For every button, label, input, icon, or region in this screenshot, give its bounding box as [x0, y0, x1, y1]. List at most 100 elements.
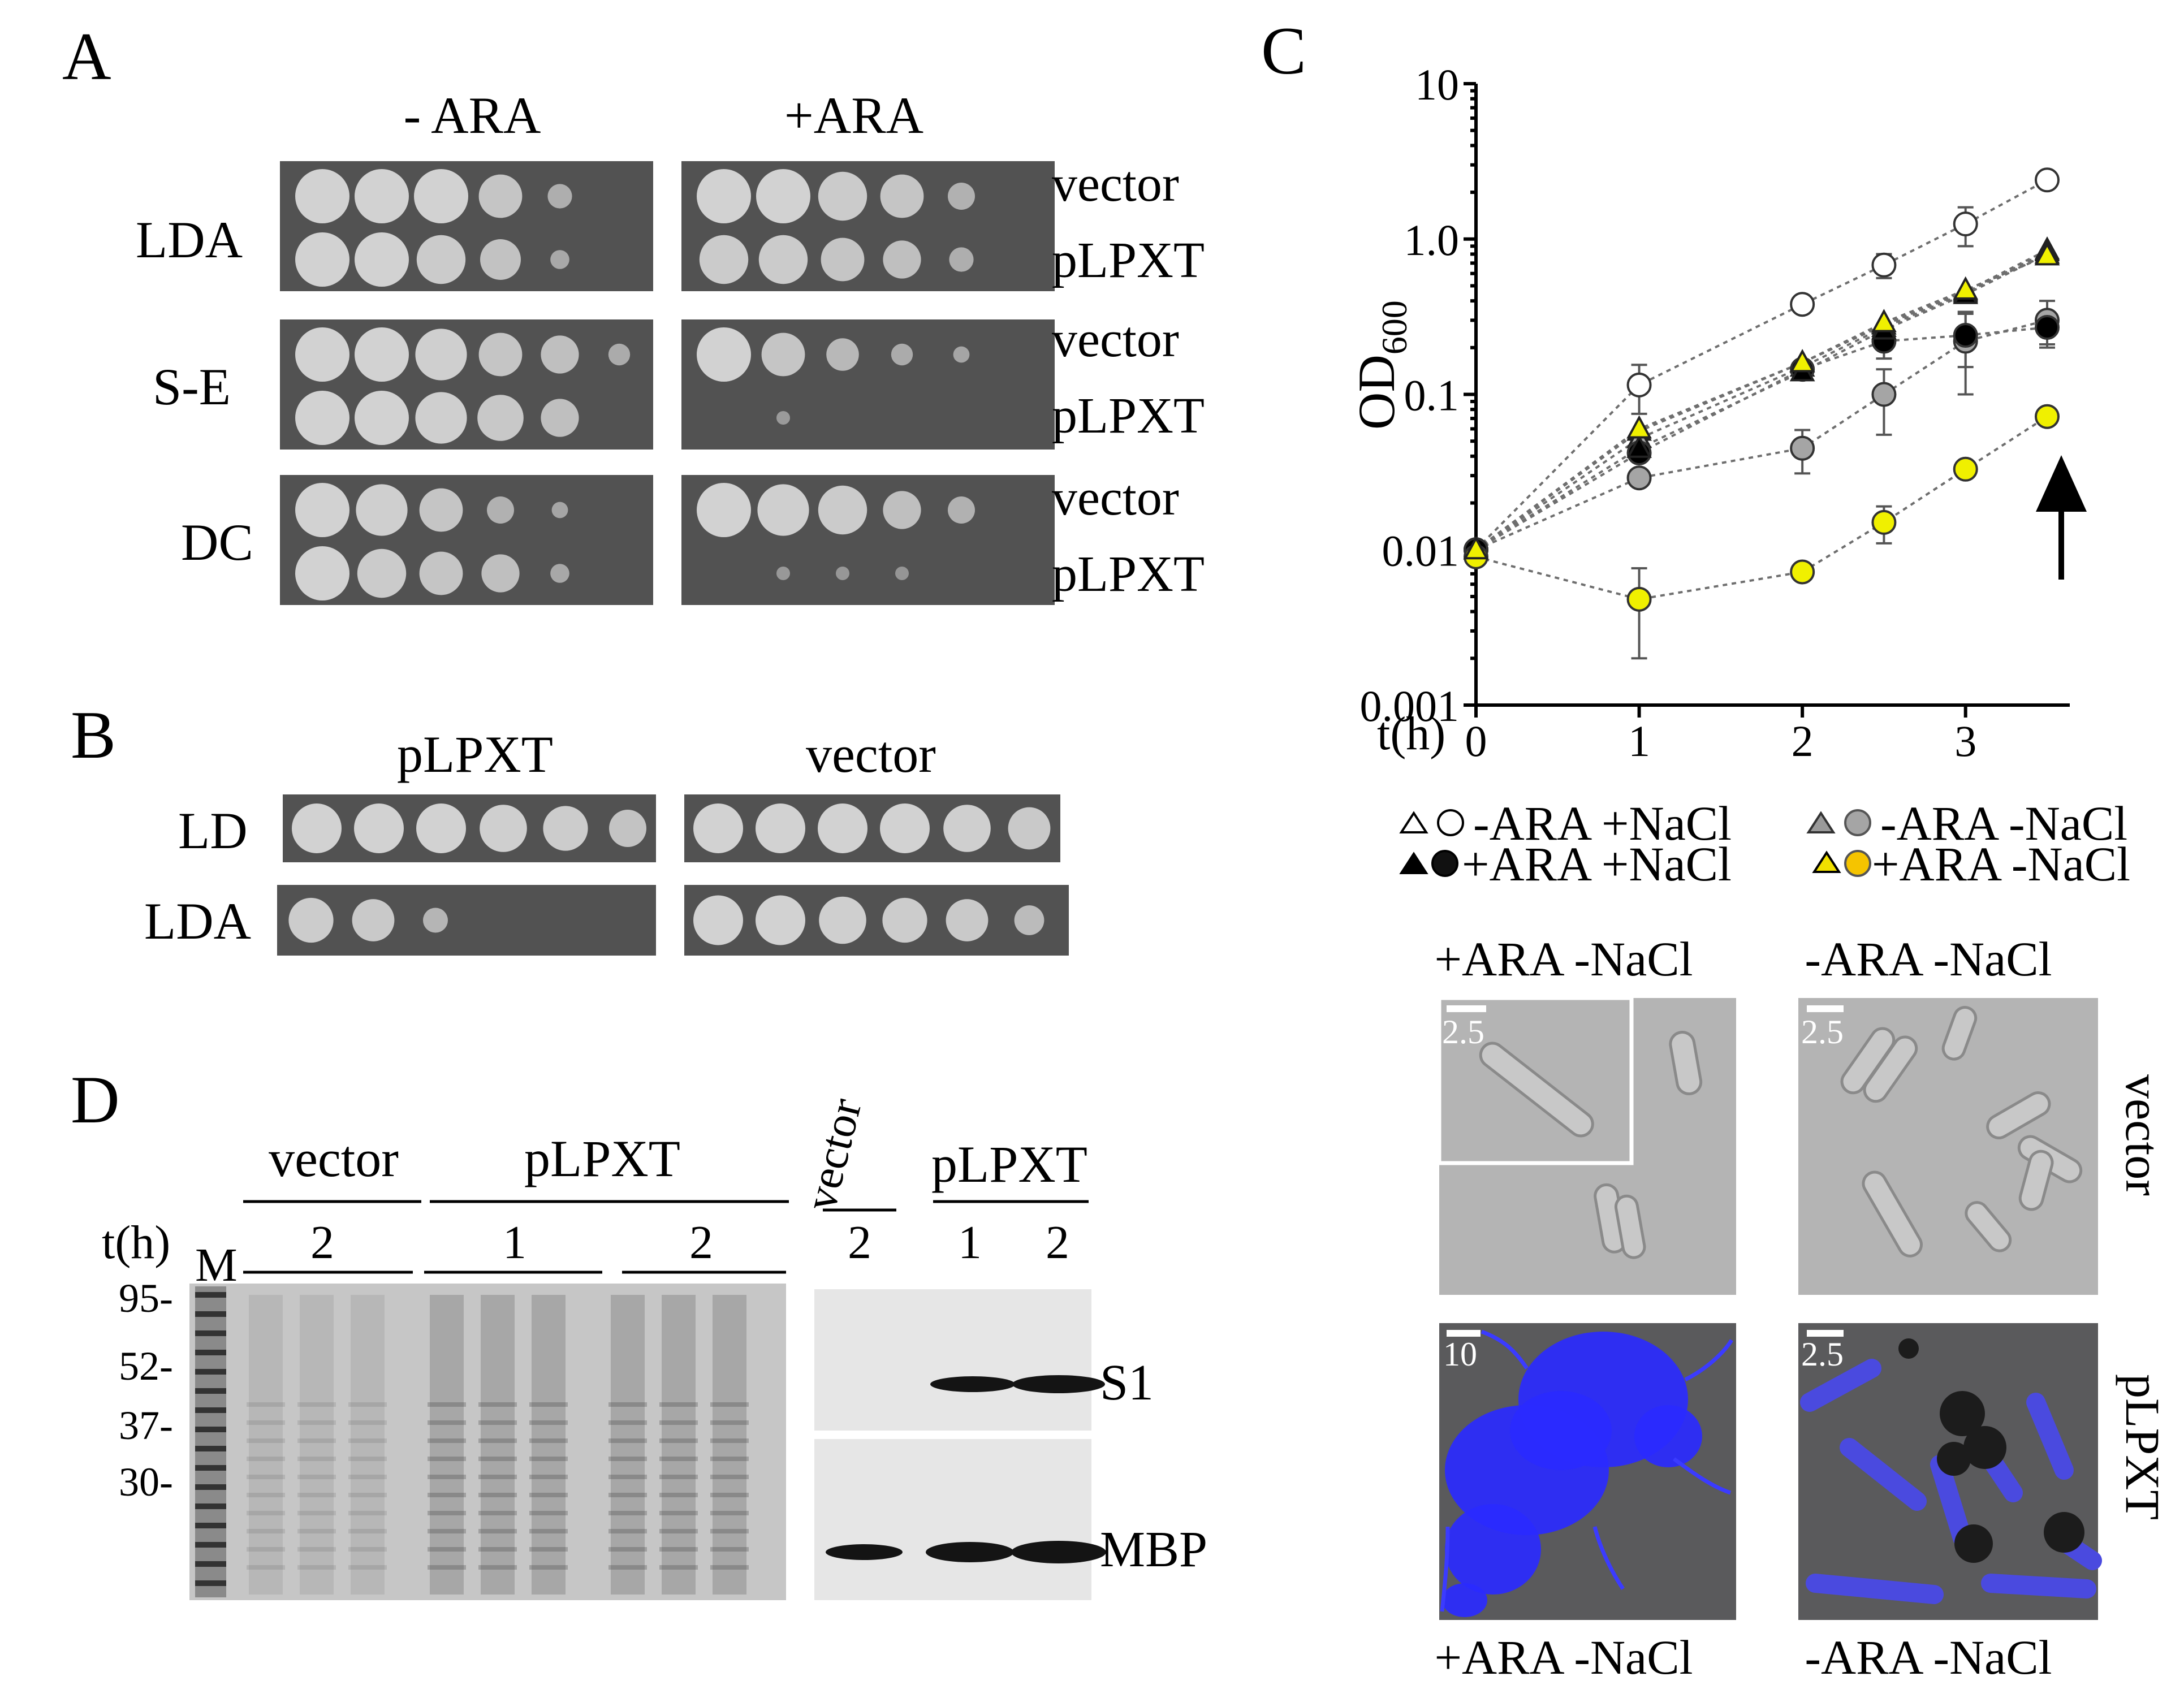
gel-band	[247, 1402, 285, 1407]
series-line	[1475, 416, 2048, 600]
colony-spot	[550, 564, 569, 583]
gel-band	[529, 1565, 568, 1570]
colony-spot	[693, 803, 743, 853]
gel-band	[297, 1565, 336, 1570]
gel-band	[608, 1438, 647, 1443]
legend-marker-triangle	[1399, 811, 1428, 833]
arrow-head	[2036, 455, 2087, 512]
gel-band	[710, 1457, 749, 1461]
gel-band	[297, 1438, 336, 1443]
gel-band	[348, 1420, 387, 1425]
gel-band	[348, 1511, 387, 1515]
gel-band	[428, 1547, 466, 1552]
panel-b-header-plxt: pLPXT	[397, 725, 553, 783]
colony-spot	[480, 805, 527, 852]
colony-spot	[547, 184, 572, 209]
colony-spot	[415, 392, 467, 444]
gel-band	[659, 1529, 698, 1533]
colony-spot	[419, 551, 463, 595]
blot-s1	[814, 1289, 1091, 1431]
gel-lane	[532, 1295, 566, 1595]
inset-frame	[1437, 996, 1634, 1165]
colony-spot	[776, 567, 790, 580]
colony-spot	[949, 247, 974, 272]
colony-spot	[414, 169, 468, 223]
colony-spot	[550, 250, 569, 269]
gel-band	[478, 1438, 517, 1443]
colony-spot	[608, 343, 631, 366]
colony-spot	[355, 169, 409, 223]
colony-spot	[416, 803, 466, 853]
colony-spot	[697, 169, 751, 223]
colony-spot	[818, 171, 867, 221]
gel-band	[348, 1493, 387, 1497]
data-point	[1871, 252, 1897, 278]
blot-mbp	[814, 1439, 1091, 1600]
cell	[1479, 1042, 1594, 1138]
gel-band	[247, 1457, 285, 1461]
colony-spot	[288, 897, 334, 943]
colony-spot	[883, 491, 921, 529]
colony-spot	[697, 483, 751, 537]
panel-a-row-label: LDA	[136, 211, 243, 269]
legend-marker-triangle	[1812, 850, 1841, 873]
gel-lane	[713, 1295, 746, 1595]
colony-spot	[478, 174, 523, 218]
blot-time-value: 2	[1046, 1216, 1069, 1269]
cell	[1863, 1035, 1918, 1103]
colony-spot	[943, 805, 991, 852]
colony-spot	[1008, 807, 1051, 850]
colony-spot	[295, 483, 349, 537]
colony-spot	[953, 346, 970, 363]
gel-band	[710, 1547, 749, 1552]
gel-band	[297, 1529, 336, 1533]
panel-b-row-label: LD	[178, 802, 248, 859]
gel-band	[529, 1420, 568, 1425]
gel-band	[659, 1547, 698, 1552]
colony-spot	[693, 895, 743, 945]
marker-band	[195, 1388, 226, 1394]
colony-spot	[543, 806, 588, 851]
scale-bar	[1807, 1330, 1844, 1337]
gel-band	[428, 1438, 466, 1443]
gel-band	[659, 1402, 698, 1407]
panel-a-plates	[280, 161, 1055, 605]
gel-band	[297, 1457, 336, 1461]
colony-spot	[419, 488, 463, 532]
scale-bar	[1807, 1005, 1844, 1012]
scale-bar-label: 10	[1443, 1336, 1477, 1373]
series-line	[1475, 250, 2048, 551]
colony-spot	[352, 899, 395, 941]
gel-band	[247, 1438, 285, 1443]
marker-band	[195, 1465, 226, 1471]
panel-c-label: C	[1261, 13, 1306, 88]
gel-band	[659, 1493, 698, 1497]
data-point	[1953, 211, 1978, 237]
colony-spot	[295, 169, 349, 223]
gel-lanes	[195, 1286, 749, 1597]
blot-vector-label: vector	[796, 1094, 871, 1215]
data-series	[1463, 167, 2060, 660]
gel-band	[659, 1511, 698, 1515]
cell	[1986, 1091, 2051, 1139]
scale-bar-label: 2.5	[1442, 1013, 1484, 1051]
marker-band	[195, 1523, 226, 1528]
gel-band	[297, 1420, 336, 1425]
mbp-band	[926, 1542, 1014, 1562]
colony-spot	[818, 803, 867, 853]
gel-band	[608, 1475, 647, 1479]
colony-spot	[295, 546, 349, 600]
blot-time-value: 1	[958, 1216, 982, 1269]
colony-spot	[480, 239, 521, 280]
scale-bar	[1447, 1005, 1486, 1012]
colony-spot	[357, 548, 407, 598]
gel-band	[710, 1493, 749, 1497]
series-line	[1475, 326, 2048, 551]
colony-spot	[758, 235, 808, 284]
colony-spot	[819, 896, 866, 944]
gel-band	[529, 1402, 568, 1407]
fluorescent-cluster	[1442, 1332, 1702, 1617]
micro-bottom-label: +ARA -NaCl	[1434, 1630, 1693, 1684]
micro-row-label-plxt: pLPXT	[2116, 1374, 2170, 1520]
gel-band	[297, 1511, 336, 1515]
